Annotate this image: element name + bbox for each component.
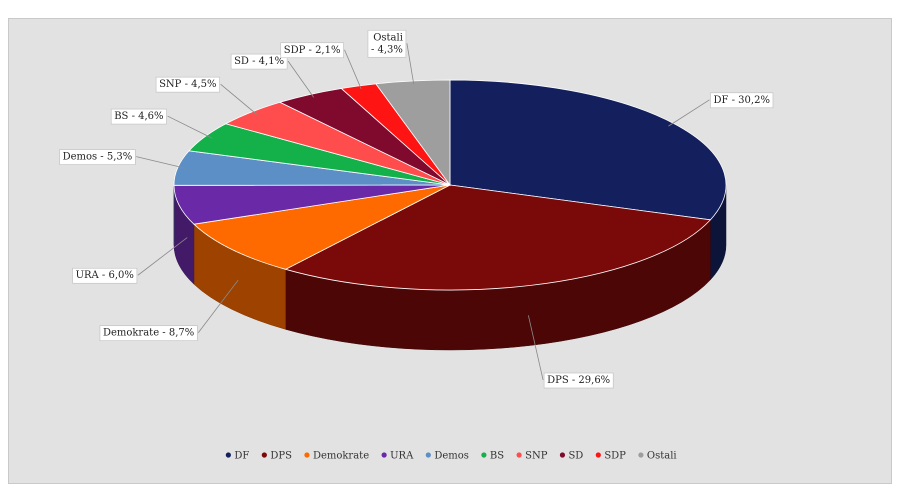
slice-dps xyxy=(284,184,712,291)
leader-line-sdp xyxy=(344,49,362,90)
legend-item-sd: SD xyxy=(559,451,583,462)
legend-label-bs: BS xyxy=(490,451,504,462)
data-label-snp: SNP - 4,5% xyxy=(159,79,216,90)
legend-item-snp: SNP xyxy=(516,451,548,462)
data-label-box-dps xyxy=(543,372,614,389)
legend-label-ostali: Ostali xyxy=(647,451,677,462)
legend-item-dps: DPS xyxy=(261,451,292,462)
data-label-sd: SD - 4,1% xyxy=(234,56,284,67)
leader-line-sd xyxy=(287,60,315,98)
leader-line-demos xyxy=(136,156,186,169)
leader-line-demokrate xyxy=(197,279,239,333)
data-label-ostali: Ostali - 4,3% xyxy=(371,32,403,55)
data-label-dps: DPS - 29,6% xyxy=(547,375,610,386)
legend-label-df: DF xyxy=(234,451,249,462)
legend-item-sdp: SDP xyxy=(595,451,626,462)
legend-label-sd: SD xyxy=(568,451,583,462)
data-label-df: DF - 30,2% xyxy=(713,95,769,106)
data-label-demos: Demos - 5,3% xyxy=(63,152,133,163)
data-label-bs: BS - 4,6% xyxy=(114,111,163,122)
legend-label-snp: SNP xyxy=(525,451,548,462)
legend-label-sdp: SDP xyxy=(604,451,626,462)
legend-label-dps: DPS xyxy=(270,451,292,462)
data-label-box-sd xyxy=(230,53,288,70)
legend-item-ostali: Ostali xyxy=(638,451,677,462)
data-label-box-sdp xyxy=(280,42,344,59)
pie-chart: DF - 30,2% DPS - 29,6% Demokrate - 8,7% URA… xyxy=(59,29,774,462)
legend-item-demos: Demos xyxy=(425,451,469,462)
leader-line-df xyxy=(668,99,710,127)
slice-ostali xyxy=(375,79,451,187)
legend-item-ura: URA xyxy=(381,451,414,462)
leader-line-bs xyxy=(167,115,213,139)
data-label-box-bs xyxy=(110,108,167,125)
data-label-demokrate: Demokrate - 8,7% xyxy=(103,328,194,339)
pie-slices xyxy=(173,79,727,291)
legend-label-demos: Demos xyxy=(434,451,469,462)
legend-marker-demokrate xyxy=(304,452,310,458)
data-label-box-ostali xyxy=(367,29,407,58)
slice-demokrate xyxy=(193,184,451,270)
legend-marker-sdp xyxy=(595,452,601,458)
data-label-box-demos xyxy=(59,149,136,165)
legend-item-df: DF xyxy=(225,451,249,462)
legend-label-demokrate: Demokrate xyxy=(313,451,369,462)
data-label-ura: URA - 6,0% xyxy=(76,270,134,281)
legend-marker-df xyxy=(225,452,231,458)
data-labels: DF - 30,2% DPS - 29,6% Demokrate - 8,7% URA… xyxy=(59,29,774,389)
data-label-sdp: SDP - 2,1% xyxy=(284,45,341,56)
leader-lines xyxy=(136,43,710,381)
legend-marker-dps xyxy=(261,452,267,458)
legend: DF DPS Demokrate URA Demos BS SNP SD SDP Ostali xyxy=(225,451,677,462)
legend-marker-bs xyxy=(481,452,487,458)
legend-marker-ostali xyxy=(638,452,644,458)
leader-line-snp xyxy=(220,83,258,115)
legend-marker-snp xyxy=(516,452,522,458)
legend-marker-ura xyxy=(381,452,387,458)
data-label-box-ura xyxy=(72,267,138,284)
chart-frame: DF - 30,2% DPS - 29,6% Demokrate - 8,7% URA… xyxy=(8,18,892,484)
leader-line-dps xyxy=(527,315,544,381)
data-label-box-snp xyxy=(155,76,220,93)
slice-df xyxy=(449,79,727,221)
legend-item-bs: BS xyxy=(481,451,504,462)
leader-line-ostali xyxy=(406,43,415,85)
legend-marker-sd xyxy=(559,452,566,458)
data-label-box-df xyxy=(710,92,774,109)
legend-label-ura: URA xyxy=(390,451,414,462)
data-label-box-demokrate xyxy=(99,325,198,342)
legend-marker-demos xyxy=(425,452,431,458)
leader-line-ura xyxy=(137,237,188,276)
legend-item-demokrate: Demokrate xyxy=(304,451,369,462)
